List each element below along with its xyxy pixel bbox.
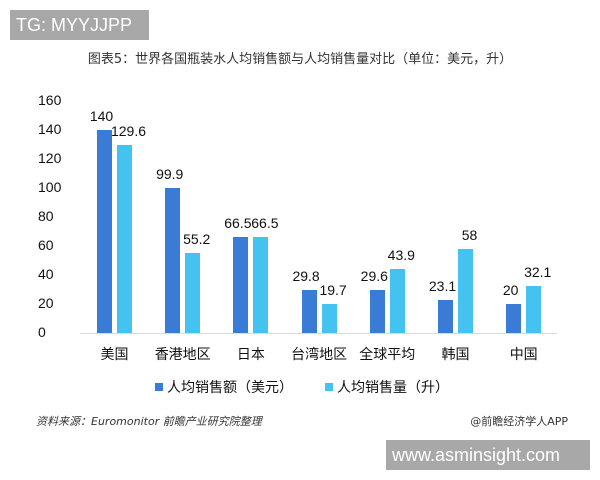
y-tick-label: 20 (38, 295, 54, 311)
bar-sales-volume (117, 145, 132, 333)
chart-title: 图表5：世界各国瓶装水人均销售额与人均销售量对比（单位：美元，升） (87, 52, 513, 67)
bar-sales-value (301, 289, 317, 333)
bar-value-label: 20 (502, 282, 519, 298)
x-category-label: 香港地区 (154, 347, 211, 363)
credit-note: @前瞻经济学人APP (470, 415, 568, 428)
bar-value-label: 99.9 (156, 166, 184, 183)
data-source-note: 资料来源：Euromonitor 前瞻产业研究院整理 (36, 415, 262, 428)
y-tick-label: 80 (38, 208, 54, 224)
bar-sales-volume (458, 248, 473, 333)
bar-value-label: 32.1 (524, 264, 552, 281)
bar-value-label: 140 (89, 108, 114, 124)
y-tick-label: 120 (38, 150, 62, 166)
bar-sales-volume (389, 269, 405, 333)
legend-swatch-series2 (325, 383, 333, 391)
legend-label-series1: 人均销售额（美元） (167, 380, 293, 396)
x-category-label: 韩国 (441, 347, 470, 363)
y-tick-label: 60 (38, 237, 54, 253)
legend-label-series2: 人均销售量（升） (337, 380, 449, 396)
bar-value-label: 129.6 (110, 123, 147, 140)
x-category-label: 全球平均 (359, 347, 416, 363)
x-category-label: 中国 (509, 347, 538, 363)
bar-value-label: 55.2 (183, 230, 211, 247)
bar-value-label: 19.7 (319, 282, 347, 299)
bar-sales-volume (526, 286, 542, 333)
bar-sales-value (506, 304, 522, 333)
bar-value-label: 29.6 (360, 268, 388, 285)
bar-sales-value (165, 188, 181, 333)
x-category-label: 美国 (100, 347, 129, 363)
bar-chart: 0 20 40 60 80 100 120 140 160 140 129.6 美国 99.9 55.2… (38, 92, 557, 363)
y-tick-label: 100 (38, 179, 62, 195)
legend-item-sales-value: 人均销售额（美元） (155, 377, 293, 397)
bar-sales-volume (253, 236, 269, 333)
bar-value-label: 23.1 (428, 277, 457, 294)
y-tick-label: 0 (38, 324, 46, 340)
bar-sales-value (97, 130, 112, 333)
bar-sales-value (369, 290, 385, 333)
bar-sales-volume (321, 304, 337, 333)
x-category-label: 台湾地区 (291, 347, 348, 363)
legend-item-sales-volume: 人均销售量（升） (325, 377, 449, 397)
bar-sales-value (438, 299, 453, 333)
y-tick-label: 160 (38, 92, 62, 108)
url-watermark-badge: www.asminsight.com (386, 440, 590, 470)
bar-sales-value (233, 236, 249, 333)
bar-value-label: 29.8 (292, 267, 320, 284)
bar-value-label: 58 (461, 226, 478, 243)
bar-sales-volume (185, 252, 201, 333)
bar-value-label: 43.9 (387, 247, 415, 264)
x-category-label: 日本 (236, 347, 265, 363)
x-axis-line (80, 333, 557, 334)
bar-value-label: 66.5 (224, 214, 252, 231)
y-tick-label: 140 (38, 121, 62, 137)
tg-watermark-badge: TG: MYYJJPP (10, 10, 149, 40)
legend: 人均销售额（美元） 人均销售量（升） (155, 377, 449, 397)
y-tick-label: 40 (38, 266, 54, 282)
bar-value-label: 66.5 (251, 214, 279, 231)
legend-swatch-series1 (155, 383, 163, 391)
